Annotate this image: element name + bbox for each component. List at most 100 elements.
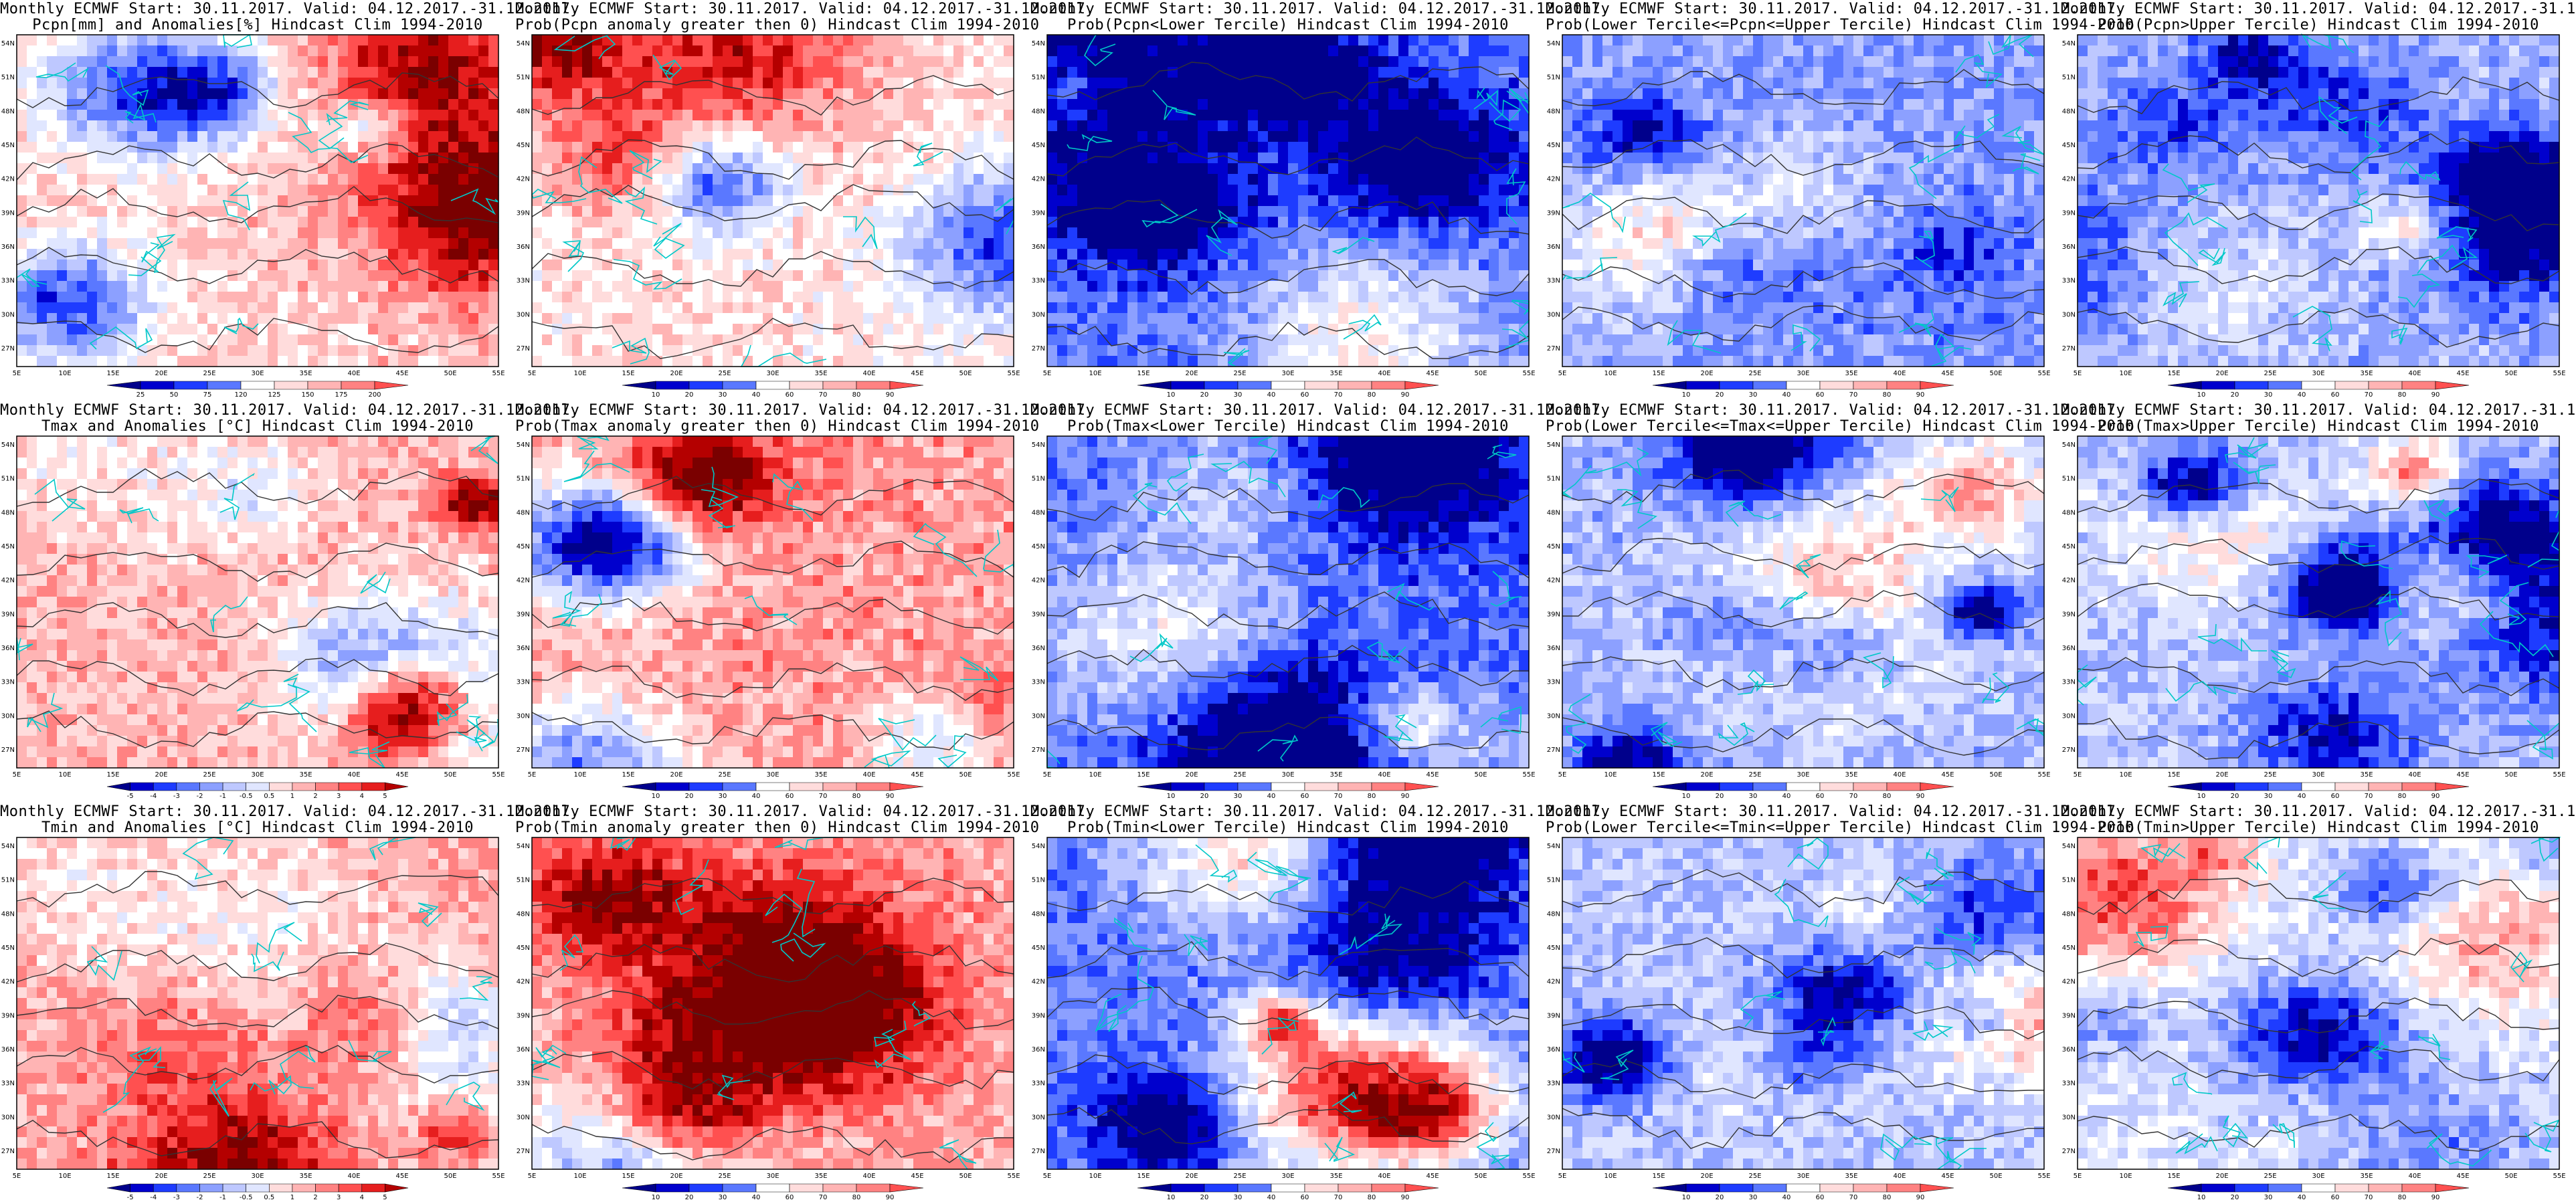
lat-label: 39N (2062, 611, 2076, 618)
colorbar-swatch (822, 782, 857, 791)
colorbar-swatch (2167, 381, 2202, 390)
lat-label: 54N (517, 441, 530, 449)
colorbar-label: -1 (219, 793, 226, 800)
lat-label: 39N (2062, 209, 2076, 217)
lon-label: 25E (1748, 1173, 1761, 1180)
lat-label: 51N (1032, 877, 1045, 884)
lon-label: 30E (251, 370, 264, 377)
lat-label: 27N (517, 1148, 530, 1155)
lon-label: 10E (2119, 370, 2132, 377)
field-cells (2078, 837, 2560, 1170)
colorbar-label: 10 (1167, 793, 1176, 800)
colorbar: -5 -4 -3 -2 -1 -0.5 0.5 1 2 3 4 5 (106, 782, 409, 800)
colorbar-swatch (2334, 381, 2369, 390)
colorbar-label: 20 (1200, 391, 1209, 399)
colorbar-swatch (106, 381, 141, 390)
lat-label: 51N (517, 877, 530, 884)
colorbar-label: 10 (1167, 391, 1176, 399)
contour-lines (531, 878, 1014, 1163)
country-borders (1067, 34, 1530, 367)
colorbar-label: 3 (337, 793, 341, 800)
colorbar-swatch (106, 782, 130, 791)
lon-label: 5E (1043, 771, 1052, 779)
colorbar-label: 10 (1682, 1194, 1691, 1201)
colorbar-swatch (1338, 1183, 1372, 1193)
lon-label: 55E (1522, 370, 1535, 377)
colorbar: 25 50 75 120 125 150 175 200 (106, 381, 409, 399)
field-cells (2078, 35, 2560, 367)
lon-label: 15E (106, 370, 119, 377)
lat-label: 51N (2062, 74, 2076, 82)
lon-label: 10E (2119, 1173, 2132, 1180)
lon-label: 55E (2037, 771, 2050, 779)
colorbar-swatch (688, 381, 723, 390)
lon-label: 25E (1233, 771, 1246, 779)
colorbar-swatch (338, 782, 363, 791)
colorbar-label: 40 (1782, 391, 1791, 399)
colorbar-swatch (361, 1183, 385, 1193)
lon-label: 55E (2037, 370, 2050, 377)
colorbar: 10 20 30 40 60 70 80 90 (1652, 782, 1954, 800)
colorbar-swatch (1371, 1183, 1406, 1193)
colorbar-label: 20 (1716, 391, 1724, 399)
colorbar-label: 30 (1234, 793, 1243, 800)
lat-label: 54N (1032, 843, 1045, 850)
lat-label: 33N (1, 679, 15, 686)
colorbar-label: 10 (652, 391, 660, 399)
contour-lines (1046, 881, 1530, 1144)
lon-label: 55E (1522, 1173, 1535, 1180)
colorbar-swatch (1886, 381, 1921, 390)
lat-label: 39N (2062, 1012, 2076, 1019)
lat-label: 36N (517, 645, 530, 652)
colorbar-label: 90 (1401, 1194, 1410, 1201)
colorbar-swatch (173, 381, 208, 390)
colorbar-swatch (1819, 381, 1854, 390)
panel-title-line1: Monthly ECMWF Start: 30.11.2017. Valid: … (1546, 403, 2124, 419)
colorbar-swatch (1338, 782, 1372, 791)
lon-label: 50E (1474, 771, 1487, 779)
colorbar-swatch (246, 1183, 270, 1193)
lon-label: 10E (1089, 1173, 1101, 1180)
lon-label: 50E (444, 370, 456, 377)
colorbar-label: 10 (1682, 391, 1691, 399)
colorbar-label: -2 (196, 1194, 203, 1201)
colorbar-swatch (1786, 381, 1821, 390)
colorbar-label: 60 (2331, 793, 2340, 800)
lon-label: 40E (862, 370, 875, 377)
colorbar-swatch (374, 381, 409, 390)
colorbar-swatch (1685, 782, 1720, 791)
lat-label: 48N (517, 108, 530, 115)
map-frame (2077, 435, 2560, 769)
colorbar: 10 20 30 40 60 70 80 90 (622, 782, 924, 800)
lon-label: 15E (1137, 771, 1149, 779)
lon-label: 35E (1329, 370, 1342, 377)
lon-label: 5E (1558, 771, 1567, 779)
colorbar-swatch (2268, 782, 2302, 791)
lon-label: 20E (155, 370, 167, 377)
colorbar-label: 90 (1401, 793, 1410, 800)
panel-title-line1: Monthly ECMWF Start: 30.11.2017. Valid: … (2061, 1, 2576, 17)
colorbar-swatch (822, 381, 857, 390)
lon-label: 55E (1522, 771, 1535, 779)
panel-title-line2: Prob(Tmin<Lower Tercile) Hindcast Clim 1… (1030, 820, 1546, 836)
colorbar-swatch (1752, 782, 1787, 791)
lon-label: 15E (106, 1173, 119, 1180)
lon-label: 35E (1845, 370, 1857, 377)
lat-label: 36N (2062, 1046, 2076, 1054)
colorbar-label: 0.5 (264, 793, 274, 800)
lat-label: 54N (1547, 441, 1560, 449)
colorbar-label: 20 (1200, 793, 1209, 800)
lon-label: 25E (2264, 370, 2276, 377)
lat-label: 33N (2062, 278, 2076, 285)
colorbar-swatch (153, 1183, 177, 1193)
lon-label: 50E (444, 1173, 456, 1180)
colorbar-label: 40 (752, 1194, 761, 1201)
contour-lines (16, 871, 499, 1159)
lat-label: 36N (1, 645, 15, 652)
colorbar-swatch (292, 1183, 316, 1193)
map-plot: 54N 51N 48N 45N 42N 39N 36N 33N 30N 27N 5E 10E 15E 20… (1547, 34, 2051, 399)
map-plot: 54N 51N 48N 45N 42N 39N 36N 33N 30N 27N 5E 10E 15E 20… (2062, 837, 2566, 1201)
map-frame (2077, 837, 2560, 1170)
panel-title-line1: Monthly ECMWF Start: 30.11.2017. Valid: … (1030, 1, 1609, 17)
colorbar-swatch (1752, 1183, 1787, 1193)
